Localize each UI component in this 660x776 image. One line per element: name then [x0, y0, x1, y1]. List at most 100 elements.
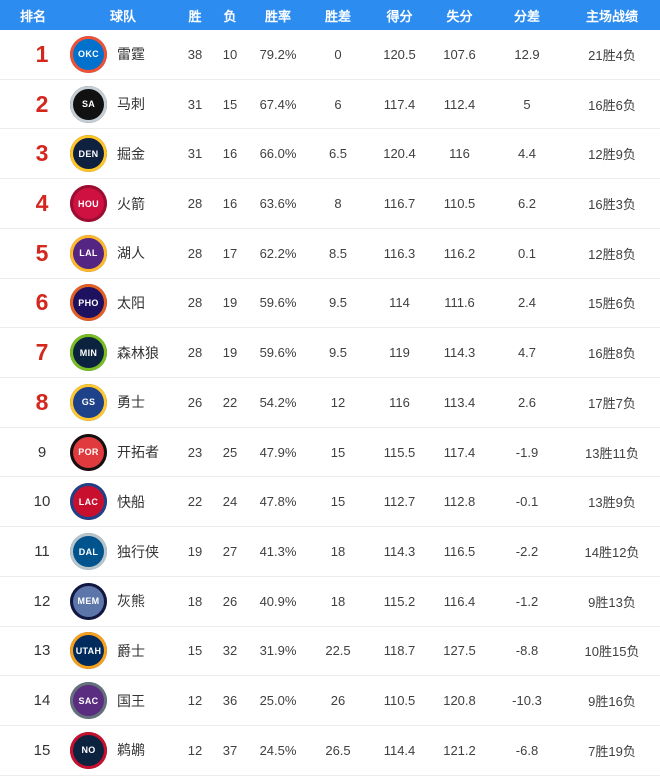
team-cell[interactable]: SA 马刺	[66, 85, 180, 123]
column-header: 胜	[188, 8, 202, 24]
point-diff-value: -0.1	[515, 494, 539, 510]
team-name[interactable]: 雷霆	[117, 46, 145, 63]
team-name[interactable]: 独行侠	[117, 543, 159, 560]
point-diff-value: 2.6	[517, 394, 537, 410]
table-row[interactable]: 1 OKC 雷霆 38 10 79.2% 0 120.5 107.6 12.9 …	[0, 30, 660, 80]
table-row[interactable]: 14 SAC 国王 12 36 25.0% 26 110.5 120.8 -10…	[0, 676, 660, 727]
rank-number: 3	[35, 140, 49, 167]
points-for-value: 115.5	[383, 444, 416, 460]
team-name[interactable]: 开拓者	[117, 444, 159, 461]
table-header: 排名 球队 胜 负 胜率 胜差 得分 失分 分差 主场战绩	[0, 0, 660, 30]
team-cell[interactable]: MEM 灰熊	[66, 582, 180, 620]
win-pct-value: 41.3%	[259, 544, 297, 560]
table-row[interactable]: 2 SA 马刺 31 15 67.4% 6 117.4 112.4 5 16胜6…	[0, 79, 660, 130]
team-name[interactable]: 森林狼	[117, 344, 159, 361]
losses-value: 19	[222, 345, 238, 361]
point-diff-value: 12.9	[514, 46, 540, 62]
team-cell[interactable]: GS 勇士	[66, 383, 180, 421]
rank-number: 15	[33, 741, 51, 759]
points-for-value: 117.4	[383, 96, 416, 112]
table-row[interactable]: 15 NO 鹈鹕 12 37 24.5% 26.5 114.4 121.2 -6…	[0, 726, 660, 776]
points-against-value: 112.4	[443, 96, 476, 112]
home-record-value: 15胜6负	[588, 296, 636, 312]
games-behind-value: 18	[330, 593, 346, 609]
rank-number: 9	[37, 443, 47, 461]
team-cell[interactable]: OKC 雷霆	[66, 35, 180, 73]
table-row[interactable]: 5 LAL 湖人 28 17 62.2% 8.5 116.3 116.2 0.1…	[0, 228, 660, 279]
team-logo-icon: OKC	[70, 35, 107, 73]
column-header: 得分	[386, 8, 413, 24]
team-cell[interactable]: DAL 独行侠	[66, 533, 180, 571]
rank-number: 14	[33, 692, 51, 710]
team-cell[interactable]: MIN 森林狼	[66, 334, 180, 372]
home-record-value: 10胜15负	[584, 644, 640, 660]
table-row[interactable]: 7 MIN 森林狼 28 19 59.6% 9.5 119 114.3 4.7 …	[0, 328, 660, 379]
team-name[interactable]: 太阳	[117, 294, 145, 311]
losses-value: 32	[222, 643, 238, 659]
point-diff-value: -1.2	[515, 593, 539, 609]
team-name[interactable]: 快船	[117, 493, 145, 510]
team-name[interactable]: 国王	[117, 692, 145, 709]
team-cell[interactable]: DEN 掘金	[66, 135, 180, 173]
team-cell[interactable]: LAL 湖人	[66, 234, 180, 272]
home-record-value: 16胜6负	[588, 97, 636, 113]
games-behind-value: 15	[330, 444, 346, 460]
team-cell[interactable]: LAC 快船	[66, 483, 180, 521]
table-row[interactable]: 4 HOU 火箭 28 16 63.6% 8 116.7 110.5 6.2 1…	[0, 179, 660, 229]
team-name[interactable]: 马刺	[117, 96, 145, 113]
rank-number: 7	[35, 339, 49, 366]
table-row[interactable]: 9 POR 开拓者 23 25 47.9% 15 115.5 117.4 -1.…	[0, 427, 660, 478]
team-cell[interactable]: HOU 火箭	[66, 185, 180, 223]
team-cell[interactable]: UTAH 爵士	[66, 632, 180, 670]
win-pct-value: 66.0%	[259, 146, 297, 162]
losses-value: 36	[222, 693, 238, 709]
team-name[interactable]: 湖人	[117, 245, 145, 262]
team-name[interactable]: 火箭	[117, 195, 145, 212]
team-name[interactable]: 勇士	[117, 394, 145, 411]
wins-value: 31	[187, 146, 203, 162]
team-cell[interactable]: POR 开拓者	[66, 433, 180, 471]
points-against-value: 112.8	[443, 494, 476, 510]
team-name[interactable]: 鹈鹕	[117, 742, 145, 759]
table-row[interactable]: 6 PHO 太阳 28 19 59.6% 9.5 114 111.6 2.4 1…	[0, 278, 660, 329]
wins-value: 28	[187, 295, 203, 311]
table-row[interactable]: 8 GS 勇士 26 22 54.2% 12 116 113.4 2.6 17胜…	[0, 378, 660, 428]
losses-value: 22	[222, 394, 238, 410]
losses-value: 25	[222, 444, 238, 460]
team-name[interactable]: 灰熊	[117, 593, 145, 610]
wins-value: 19	[187, 544, 203, 560]
column-header: 球队	[109, 8, 136, 24]
home-record-value: 13胜9负	[588, 495, 636, 511]
table-row[interactable]: 11 DAL 独行侠 19 27 41.3% 18 114.3 116.5 -2…	[0, 527, 660, 577]
point-diff-value: -10.3	[512, 693, 542, 709]
team-cell[interactable]: PHO 太阳	[66, 284, 180, 322]
wins-value: 12	[187, 742, 203, 758]
rank-number: 8	[35, 388, 49, 415]
losses-value: 16	[222, 196, 238, 212]
home-record-value: 7胜19负	[588, 743, 636, 759]
rank-number: 1	[35, 40, 49, 67]
team-cell[interactable]: NO 鹈鹕	[66, 731, 180, 769]
team-logo-icon: GS	[70, 383, 107, 421]
wins-value: 15	[187, 643, 203, 659]
win-pct-value: 31.9%	[259, 643, 297, 659]
losses-value: 37	[222, 742, 238, 758]
team-cell[interactable]: SAC 国王	[66, 682, 180, 720]
table-row[interactable]: 13 UTAH 爵士 15 32 31.9% 22.5 118.7 127.5 …	[0, 626, 660, 677]
points-against-value: 113.4	[443, 394, 476, 410]
wins-value: 38	[187, 46, 203, 62]
team-name[interactable]: 爵士	[117, 642, 145, 659]
games-behind-value: 18	[330, 544, 346, 560]
games-behind-value: 6.5	[328, 146, 348, 162]
team-logo-icon: SA	[70, 85, 107, 123]
team-name[interactable]: 掘金	[117, 145, 145, 162]
rank-number: 5	[35, 239, 49, 266]
home-record-value: 17胜7负	[588, 395, 636, 411]
losses-value: 19	[222, 295, 238, 311]
table-row[interactable]: 12 MEM 灰熊 18 26 40.9% 18 115.2 116.4 -1.…	[0, 576, 660, 627]
table-row[interactable]: 3 DEN 掘金 31 16 66.0% 6.5 120.4 116 4.4 1…	[0, 129, 660, 180]
win-pct-value: 59.6%	[259, 295, 297, 311]
points-against-value: 120.8	[443, 693, 476, 709]
table-row[interactable]: 10 LAC 快船 22 24 47.8% 15 112.7 112.8 -0.…	[0, 477, 660, 528]
win-pct-value: 62.2%	[259, 245, 297, 261]
